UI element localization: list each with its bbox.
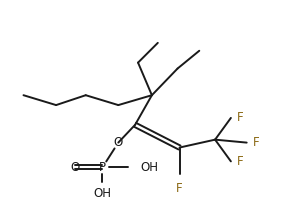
Text: O: O [70, 161, 80, 174]
Text: OH: OH [140, 161, 158, 174]
Text: P: P [99, 161, 106, 174]
Text: F: F [176, 182, 183, 195]
Text: F: F [237, 112, 243, 124]
Text: F: F [252, 136, 259, 149]
Text: O: O [114, 136, 123, 149]
Text: F: F [237, 155, 243, 168]
Text: OH: OH [93, 188, 112, 200]
